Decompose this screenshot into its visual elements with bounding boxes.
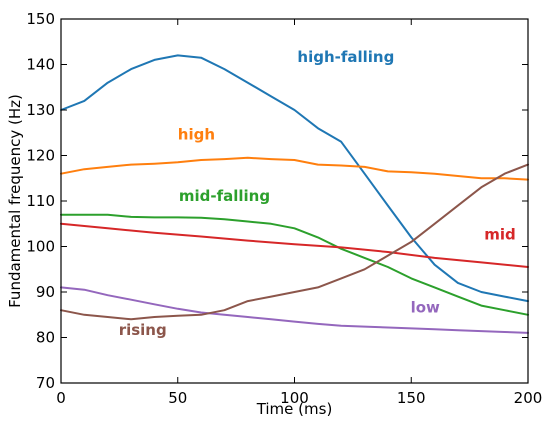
series-label-high-falling: high-falling xyxy=(297,48,394,66)
y-tick-label: 110 xyxy=(26,192,55,210)
x-tick-label: 100 xyxy=(280,389,309,407)
y-tick-label: 70 xyxy=(36,374,55,392)
y-tick-label: 150 xyxy=(26,10,55,28)
x-axis-title: Time (ms) xyxy=(256,400,333,418)
x-tick-label: 0 xyxy=(56,389,66,407)
series-labels: high-falling high mid-falling mid low rising xyxy=(119,48,516,339)
series-line-mid-falling xyxy=(60,213,529,316)
series-line-high-falling xyxy=(60,54,529,303)
y-tick-label: 90 xyxy=(36,283,55,301)
series-line-high xyxy=(60,156,529,181)
y-axis-title: Fundamental frequency (Hz) xyxy=(6,94,24,308)
series-label-low: low xyxy=(411,298,440,316)
x-tick-label: 150 xyxy=(397,389,426,407)
series-line-mid xyxy=(60,222,529,268)
series-label-high: high xyxy=(178,126,215,144)
series-line-low xyxy=(60,286,529,334)
y-tick-label: 130 xyxy=(26,101,55,119)
series-line-rising xyxy=(60,163,529,321)
y-tick-label: 140 xyxy=(26,56,55,74)
y-tick-label: 100 xyxy=(26,238,55,256)
series-lines xyxy=(60,54,529,334)
x-tick-label: 50 xyxy=(168,389,187,407)
series-label-mid-falling: mid-falling xyxy=(179,187,270,205)
axis-ticks: 0 50 100 150 200 70 80 90 100 110 120 130 140 150 xyxy=(26,10,542,407)
series-label-rising: rising xyxy=(119,321,167,339)
y-tick-label: 120 xyxy=(26,147,55,165)
x-tick-label: 200 xyxy=(514,389,543,407)
series-label-mid: mid xyxy=(484,226,516,244)
y-tick-label: 80 xyxy=(36,329,55,347)
